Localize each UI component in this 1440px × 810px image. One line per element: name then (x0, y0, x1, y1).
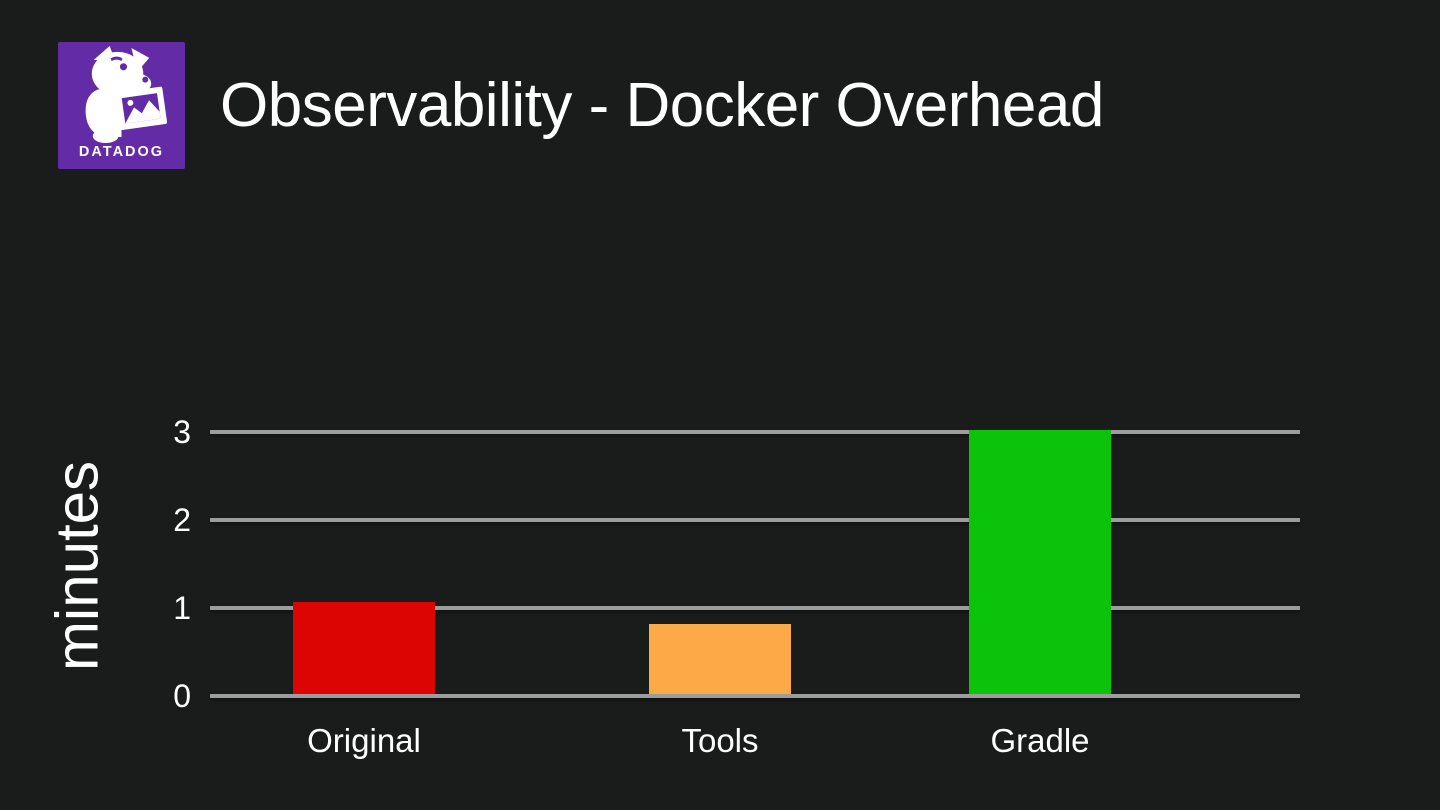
gridline (210, 694, 1300, 698)
datadog-dog-icon (85, 45, 168, 143)
datadog-logo: DATADOG (58, 42, 185, 169)
bar-gradle (969, 430, 1111, 694)
plot-area: 0 1 2 3 Original Tools Gradle (173, 414, 1300, 759)
bar-original (293, 601, 435, 694)
gridline (210, 430, 1300, 434)
y-tick-label: 3 (173, 414, 191, 450)
x-axis-label: Tools (681, 722, 759, 759)
y-axis-title: minutes (43, 460, 111, 672)
bar-tools (649, 623, 791, 694)
page-title: Observability - Docker Overhead (220, 71, 1104, 140)
x-axis-label: Original (307, 722, 421, 759)
y-tick-label: 0 (173, 678, 191, 714)
gridline (210, 518, 1300, 522)
gridline (210, 606, 1300, 610)
y-tick-label: 1 (173, 590, 191, 626)
y-tick-label: 2 (173, 502, 191, 538)
datadog-wordmark: DATADOG (78, 144, 165, 160)
x-axis-label: Gradle (990, 722, 1090, 759)
